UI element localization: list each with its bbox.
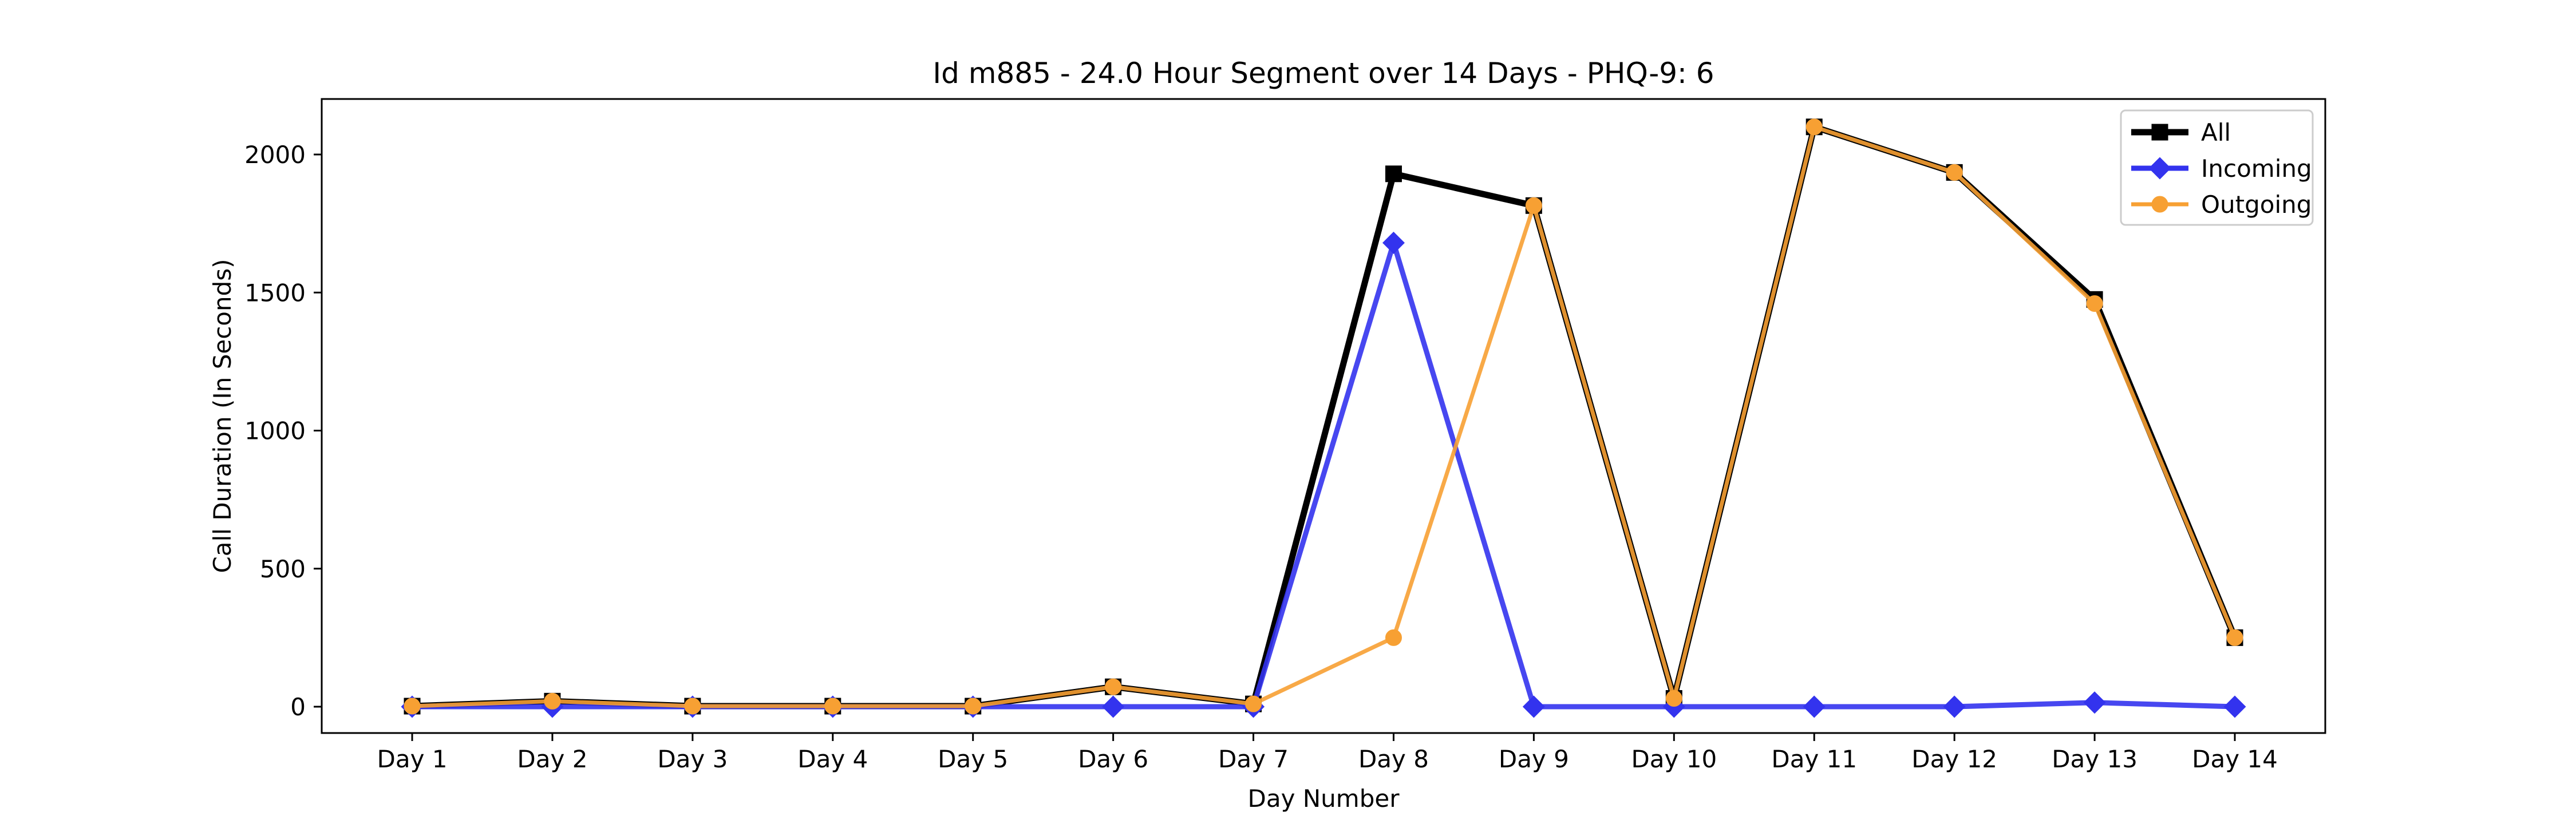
legend-entry: Incoming: [2131, 154, 2312, 183]
y-tick-label: 1000: [244, 417, 306, 445]
legend-label: Outgoing: [2201, 191, 2312, 219]
x-tick-label: Day 14: [2192, 745, 2278, 773]
data-point: [1665, 690, 1682, 707]
y-tick-label: 0: [290, 693, 306, 721]
x-tick-label: Day 8: [1358, 745, 1429, 773]
data-point: [1102, 695, 1125, 718]
legend-label: All: [2201, 118, 2231, 146]
data-point: [1382, 231, 1405, 254]
y-axis-label: Call Duration (In Seconds): [208, 259, 236, 573]
data-point: [1946, 164, 1963, 181]
data-point: [1245, 695, 1262, 712]
data-point: [404, 698, 421, 715]
plot-frame: [321, 98, 2326, 734]
data-point: [1385, 165, 1402, 183]
data-point: [2223, 695, 2246, 718]
series-line: [412, 125, 2237, 708]
legend-box: [2120, 109, 2314, 226]
data-point: [824, 698, 841, 715]
legend-entry: Outgoing: [2131, 191, 2312, 219]
x-tick-label: Day 2: [517, 745, 587, 773]
data-point: [2083, 691, 2106, 714]
chart-title: Id m885 - 24.0 Hour Segment over 14 Days…: [933, 57, 1714, 90]
legend-label: Incoming: [2201, 154, 2312, 183]
series-outgoing: [404, 118, 2243, 715]
x-tick-label: Day 12: [1911, 745, 1997, 773]
x-tick-label: Day 9: [1499, 745, 1569, 773]
plot-area: [322, 99, 2325, 733]
legend-marker: [2148, 157, 2171, 180]
x-axis-label: Day Number: [1247, 785, 1400, 813]
x-tick-label: Day 11: [1771, 745, 1857, 773]
y-axis: 0 500 1000 1500 2000: [244, 141, 322, 721]
data-point: [544, 692, 561, 710]
y-tick-label: 2000: [244, 141, 306, 169]
x-tick-label: Day 3: [657, 745, 728, 773]
data-point: [1803, 695, 1826, 718]
data-point: [684, 698, 701, 715]
legend-entry: All: [2131, 118, 2231, 146]
data-point: [1525, 197, 1542, 214]
y-tick-label: 1500: [244, 279, 306, 307]
data-point: [1385, 629, 1402, 646]
chart-marks: [401, 118, 2246, 718]
data-point: [2226, 629, 2243, 646]
y-tick-label: 500: [260, 555, 306, 583]
x-tick-label: Day 5: [938, 745, 1008, 773]
x-tick-label: Day 13: [2052, 745, 2138, 773]
data-point: [1805, 118, 1823, 136]
x-tick-label: Day 1: [377, 745, 447, 773]
legend: All Incoming Outgoing: [2120, 109, 2314, 226]
x-tick-label: Day 4: [797, 745, 868, 773]
legend-marker: [2151, 124, 2168, 141]
data-point: [1943, 695, 1966, 718]
data-point: [1105, 678, 1122, 695]
data-point: [1522, 695, 1545, 718]
x-tick-label: Day 7: [1218, 745, 1289, 773]
data-point: [965, 698, 982, 715]
x-tick-label: Day 10: [1631, 745, 1717, 773]
x-tick-label: Day 6: [1078, 745, 1148, 773]
x-axis: Day 1 Day 2 Day 3 Day 4 Day 5 Day 6 Day 7 Day 8…: [377, 733, 2278, 773]
legend-marker: [2151, 196, 2168, 213]
data-point: [2086, 295, 2103, 312]
